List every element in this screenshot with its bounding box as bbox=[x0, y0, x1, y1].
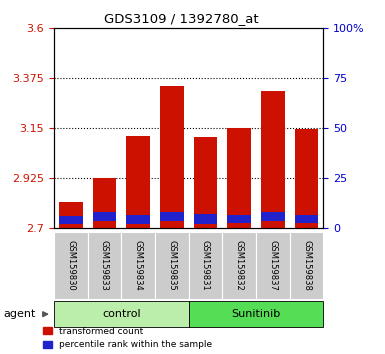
Bar bbox=[295, 130, 318, 228]
Bar bbox=[160, 212, 184, 221]
Text: GSM159837: GSM159837 bbox=[268, 240, 277, 291]
Text: GSM159830: GSM159830 bbox=[66, 240, 75, 291]
Bar bbox=[261, 91, 285, 228]
Bar bbox=[295, 215, 318, 223]
Bar bbox=[59, 202, 82, 228]
Bar bbox=[194, 137, 217, 228]
Bar bbox=[160, 86, 184, 228]
Bar bbox=[126, 136, 150, 228]
Bar bbox=[261, 212, 285, 221]
Bar bbox=[228, 129, 251, 228]
Text: GSM159835: GSM159835 bbox=[167, 240, 176, 291]
Text: GSM159834: GSM159834 bbox=[134, 240, 142, 291]
Bar bbox=[93, 178, 116, 228]
Bar bbox=[93, 212, 116, 221]
Text: GDS3109 / 1392780_at: GDS3109 / 1392780_at bbox=[104, 12, 258, 25]
Bar bbox=[228, 215, 251, 223]
Text: GSM159831: GSM159831 bbox=[201, 240, 210, 291]
Text: GSM159832: GSM159832 bbox=[235, 240, 244, 291]
Bar bbox=[59, 216, 82, 224]
Legend: transformed count, percentile rank within the sample: transformed count, percentile rank withi… bbox=[43, 327, 213, 349]
Text: GSM159833: GSM159833 bbox=[100, 240, 109, 291]
Text: Sunitinib: Sunitinib bbox=[231, 309, 281, 319]
Bar bbox=[194, 214, 217, 224]
Text: GSM159838: GSM159838 bbox=[302, 240, 311, 291]
Text: agent: agent bbox=[4, 309, 36, 319]
Bar bbox=[126, 215, 150, 224]
Text: control: control bbox=[102, 309, 141, 319]
